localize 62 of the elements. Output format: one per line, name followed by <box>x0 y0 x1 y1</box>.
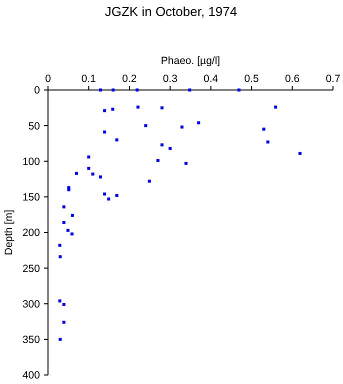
point <box>298 152 302 155</box>
point <box>70 214 74 217</box>
y-tick-label: 50 <box>28 120 40 132</box>
x-axis-title: Phaeo. [µg/l] <box>160 55 220 67</box>
point <box>103 109 106 112</box>
point <box>62 302 66 306</box>
point <box>87 155 90 158</box>
point <box>62 205 66 208</box>
point <box>66 228 70 232</box>
point <box>274 106 278 109</box>
point <box>107 198 110 201</box>
point <box>197 121 200 124</box>
point <box>111 108 114 111</box>
point <box>136 106 140 109</box>
point <box>103 192 106 196</box>
point <box>103 130 106 134</box>
point <box>91 172 94 176</box>
point <box>58 255 62 258</box>
point <box>148 180 151 183</box>
y-tick-label: 250 <box>22 262 40 275</box>
x-tick-label: 0.3 <box>162 73 178 85</box>
point <box>75 172 78 175</box>
point <box>62 320 66 324</box>
point <box>160 106 164 110</box>
point <box>58 244 62 247</box>
x-tick-label: 0.4 <box>204 73 218 85</box>
x-tick-label: 0.7 <box>326 73 340 85</box>
point <box>87 166 90 170</box>
point <box>58 338 62 341</box>
point <box>112 88 115 92</box>
point <box>99 175 102 178</box>
point <box>136 88 139 92</box>
y-tick-label: 400 <box>22 370 40 382</box>
x-tick-label: 0 <box>45 73 52 85</box>
chart-title: JGZK in October, 1974 <box>104 4 238 19</box>
point <box>180 126 184 129</box>
x-tick-label: 0.2 <box>122 73 137 85</box>
point <box>237 88 240 92</box>
y-tick-label: 300 <box>22 298 40 310</box>
point <box>99 88 102 92</box>
point <box>115 138 118 142</box>
point <box>160 143 164 146</box>
point <box>144 124 148 128</box>
point <box>115 194 118 197</box>
x-tick-label: 0.5 <box>244 73 260 85</box>
y-tick-label: 200 <box>22 227 40 240</box>
point <box>184 162 188 165</box>
point <box>266 140 270 144</box>
y-tick-label: 100 <box>22 156 40 168</box>
point <box>188 88 192 92</box>
point <box>58 299 62 302</box>
point <box>156 159 160 162</box>
x-tick-label: 0.1 <box>81 73 96 85</box>
point <box>262 128 266 131</box>
y-tick-label: 150 <box>22 192 40 204</box>
point <box>168 146 172 150</box>
y-tick-label: 0 <box>34 84 40 97</box>
x-tick-label: 0.6 <box>284 73 300 85</box>
point <box>70 232 74 236</box>
point <box>62 221 66 224</box>
y-tick-label: 350 <box>22 334 40 346</box>
y-axis-title: Depth [m] <box>3 210 15 256</box>
